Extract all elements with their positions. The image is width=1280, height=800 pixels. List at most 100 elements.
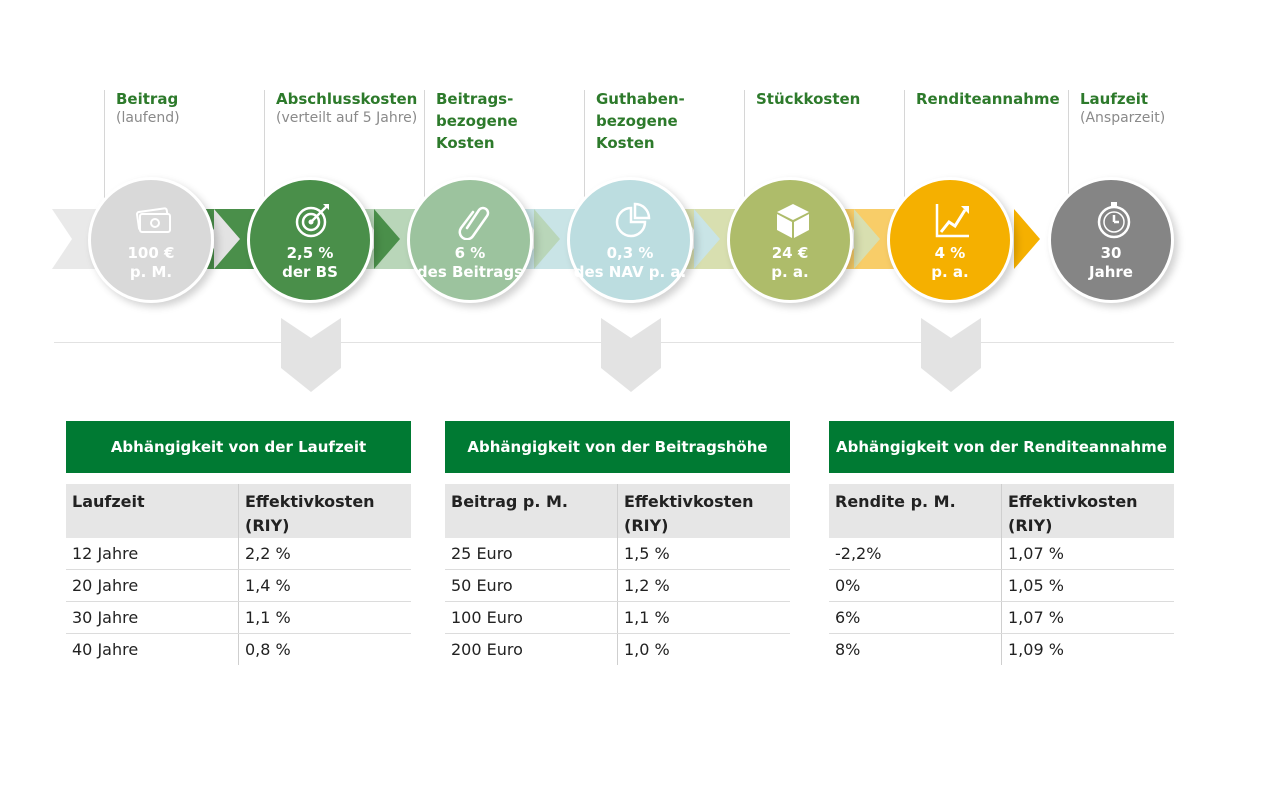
step-value: 0,3 % [606,244,654,262]
panel-header: Abhängigkeit von der Laufzeit [66,421,411,473]
stopwatch-icon [1097,202,1131,239]
column-header: Rendite p. M. [829,484,1002,538]
target-icon [295,204,329,238]
step-subtitle: (verteilt auf 5 Jahre) [276,110,418,126]
table-header-row: Laufzeit Effektivkosten (RIY) [66,484,411,538]
table-cell: 200 Euro [451,640,523,659]
column-header: Effektivkosten (RIY) [238,484,411,538]
column-header: Effektivkosten (RIY) [1001,484,1174,538]
table-row: 100 Euro 1,1 % [445,601,790,634]
step-value: 30 [1100,244,1122,262]
step-title: Beitrag [116,90,179,108]
table-header-row: Beitrag p. M. Effektivkosten (RIY) [445,484,790,538]
money-icon [136,207,171,233]
step-value-unit: Jahre [1089,263,1133,281]
step-guide-line [584,90,585,198]
table-cell: 1,0 % [617,633,790,665]
panel-renditeannahme: Abhängigkeit von der Renditeannahme Rend… [829,421,1174,665]
table-cell: 25 Euro [445,538,618,570]
step-value: 4 % [934,244,966,262]
step-value: 2,5 % [286,244,334,262]
step-title: Beitrags- bezogene Kosten [436,90,518,152]
step-circle-laufzeit: 30 Jahre [1048,177,1174,303]
cost-flow-diagram: Beitrag (laufend) 100 € p. M. Abschlussk… [52,90,1174,392]
step-circle-beitrag: 100 € p. M. [88,177,214,303]
table-row: 12 Jahre 2,2 % [66,538,411,570]
chevron-down-icon [601,318,661,392]
table-cell: -2,2% [829,538,1002,570]
table-row: 8% 1,09 % [829,633,1174,665]
table-cell: 1,5 % [617,538,790,570]
table-cell: 1,09 % [1001,633,1174,665]
table-row: 40 Jahre 0,8 % [66,633,411,665]
riy-table: Rendite p. M. Effektivkosten (RIY) -2,2%… [829,484,1174,665]
table-row: 200 Euro 1,0 % [445,633,790,665]
step-guide-line [264,90,265,198]
table-cell: 0% [829,569,1002,602]
step-subtitle: (laufend) [116,110,180,126]
table-cell: 1,1 % [617,601,790,634]
step-circle-renditeannahme: 4 % p. a. [887,177,1013,303]
table-cell: 1,07 % [1001,538,1174,570]
step-guide-line [904,90,905,198]
table-cell: 1,1 % [238,601,411,634]
riy-table: Laufzeit Effektivkosten (RIY) 12 Jahre 2,… [66,484,411,665]
table-cell: 20 Jahre [66,569,239,602]
step-guide-line [424,90,425,198]
chevron-down-icon [281,318,341,392]
table-cell: 6% [829,601,1002,634]
step-value: 6 % [454,244,486,262]
step-guide-line [104,90,105,198]
table-header-row: Rendite p. M. Effektivkosten (RIY) [829,484,1174,538]
table-row: 6% 1,07 % [829,601,1174,634]
table-cell: 12 Jahre [66,538,239,570]
step-title: Stückkosten [756,90,861,108]
step-subtitle: (Ansparzeit) [1080,110,1166,126]
table-row: 25 Euro 1,5 % [445,538,790,570]
step-circle-beitragsbezogene-kosten: 6 % des Beitrags [407,177,533,303]
growth-chart-icon [935,204,969,238]
step-value-unit: p. M. [129,263,173,281]
step-value-unit: des Beitrags [416,263,524,281]
step-value-unit: des NAV p. a. [573,263,687,281]
step-title: Guthaben- bezogene Kosten [596,90,685,152]
table-cell: 8% [835,640,861,659]
table-row: 20 Jahre 1,4 % [66,569,411,602]
pie-chart-icon [615,202,651,238]
step-title: Laufzeit [1080,90,1149,108]
panel-beitragshoehe: Abhängigkeit von der Beitragshöhe Beitra… [445,421,790,665]
box-icon [777,204,809,238]
step-value: 100 € [127,244,175,262]
table-cell: 40 Jahre [72,640,139,659]
column-header: Effektivkosten (RIY) [617,484,790,538]
table-cell: 2,2 % [238,538,411,570]
riy-table: Beitrag p. M. Effektivkosten (RIY) 25 Eu… [445,484,790,665]
step-guide-line [744,90,745,198]
step-circle-abschlusskosten: 2,5 % der BS [247,177,373,303]
paperclip-icon [458,206,490,240]
table-cell: 0,8 % [238,633,411,665]
table-row: 30 Jahre 1,1 % [66,601,411,634]
column-header: Laufzeit [66,484,239,538]
table-cell: 1,4 % [238,569,411,602]
table-row: 50 Euro 1,2 % [445,569,790,602]
step-circle-guthabenbezogene-kosten: 0,3 % des NAV p. a. [567,177,693,303]
panel-laufzeit: Abhängigkeit von der Laufzeit Laufzeit E… [66,421,411,665]
table-cell: 1,05 % [1001,569,1174,602]
table-cell: 30 Jahre [66,601,239,634]
step-value-unit: der BS [282,263,338,281]
panel-header: Abhängigkeit von der Renditeannahme [829,421,1174,473]
panel-header: Abhängigkeit von der Beitragshöhe [445,421,790,473]
table-cell: 1,2 % [617,569,790,602]
table-row: 0% 1,05 % [829,569,1174,602]
step-guide-line [1068,90,1069,198]
table-row: -2,2% 1,07 % [829,538,1174,570]
step-value-unit: p. a. [931,263,969,281]
step-circle-stueckkosten: 24 € p. a. [727,177,853,303]
step-value-unit: p. a. [771,263,809,281]
step-title: Abschlusskosten [276,90,418,108]
table-cell: 100 Euro [445,601,618,634]
column-header: Beitrag p. M. [445,484,618,538]
step-value: 24 € [771,244,809,262]
chevron-down-icon [921,318,981,392]
